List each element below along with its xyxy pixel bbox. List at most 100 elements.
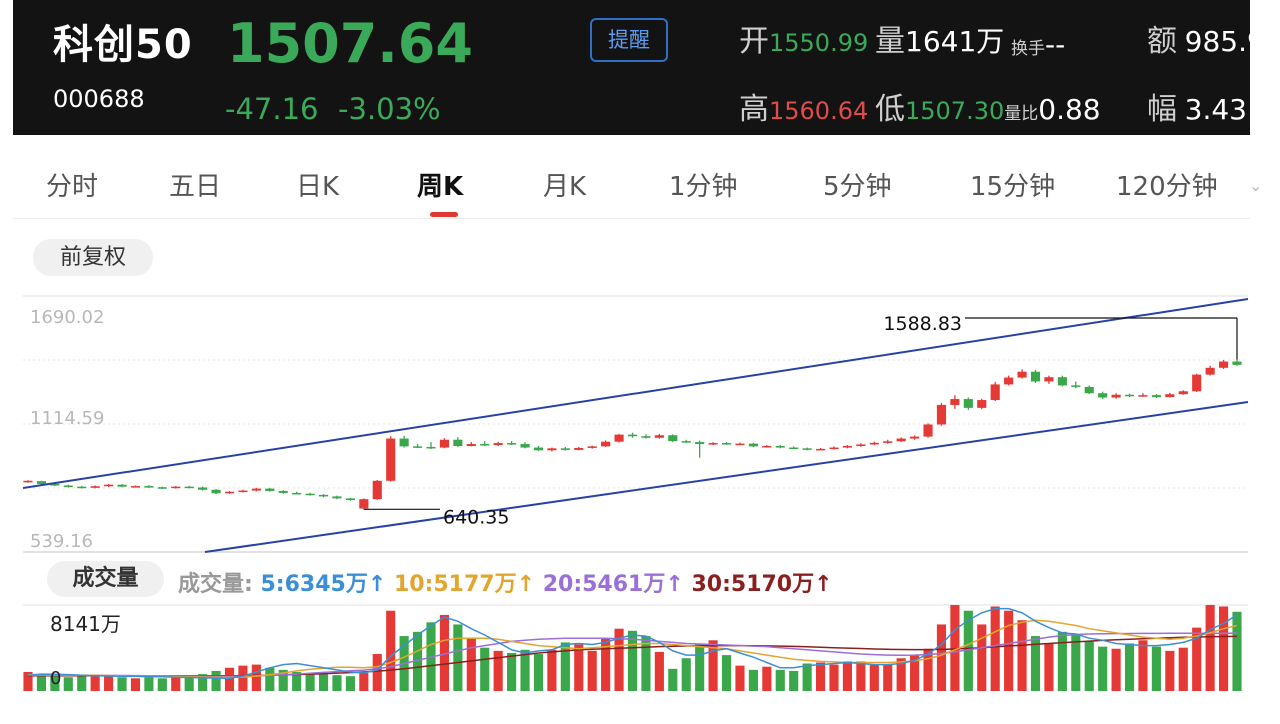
volume-bar — [36, 674, 47, 691]
volume-bar — [775, 669, 785, 691]
candle-body — [587, 446, 597, 448]
volume-bar — [963, 610, 973, 691]
volume-bar — [157, 678, 167, 691]
volume-bar — [50, 676, 60, 691]
price-change-pct: -3.03% — [338, 92, 441, 126]
volume-bar — [1071, 633, 1081, 691]
candle-body — [896, 438, 906, 442]
volume-bar — [265, 667, 275, 691]
low-label: 低 — [875, 92, 905, 127]
candle-body — [211, 489, 221, 494]
volume-bar — [130, 678, 141, 691]
volume-bar — [681, 658, 691, 691]
volume-bar — [1111, 648, 1121, 691]
tab-daily-k[interactable]: 日K — [296, 172, 340, 202]
ma5-arrow-icon: ↑ — [367, 572, 387, 597]
volume-bar — [184, 676, 194, 691]
tab-five-day[interactable]: 五日 — [169, 172, 222, 202]
volume-ma5-line — [27, 607, 1238, 679]
price-axis-label: 539.16 — [30, 531, 93, 552]
volume-zero-label: 0 — [50, 668, 61, 689]
candle-body — [533, 447, 544, 451]
volume-ma20-line — [28, 632, 1237, 677]
open-value: 1550.99 — [769, 29, 869, 57]
volume-legend-label: 成交量: — [178, 572, 253, 597]
tab-weekly-k[interactable]: 周K — [417, 172, 464, 202]
volume-bar — [547, 649, 557, 691]
candle-body — [130, 486, 141, 488]
volume-legend: 成交量: 5:6345万↑ 10:5177万↑ 20:5461万↑ 30:517… — [178, 566, 833, 598]
volume-bar — [869, 664, 879, 691]
period-tabs: 分时 五日 日K 周K 月K 1分钟 5分钟 15分钟 120分钟 ⌄ — [13, 136, 1262, 219]
volume-bar — [1232, 611, 1242, 691]
candle-body — [1111, 394, 1121, 398]
volume-bar — [910, 655, 920, 691]
volume-bar — [1017, 620, 1027, 691]
tab-15min[interactable]: 15分钟 — [970, 172, 1056, 202]
adjust-mode-button[interactable]: 前复权 — [33, 239, 153, 276]
candle-body — [238, 490, 248, 493]
ma30-value: 30:5170万 — [691, 572, 815, 597]
turnover-value: -- — [1045, 28, 1066, 61]
volume-bar — [936, 624, 947, 691]
candle-body — [936, 404, 947, 425]
vol-ratio-label: 量比 — [1004, 104, 1039, 124]
volume-bar — [1178, 647, 1188, 691]
candle-body — [157, 487, 167, 489]
tab-intraday[interactable]: 分时 — [46, 172, 99, 202]
price-change: -47.16 — [225, 92, 319, 126]
candle-body — [1044, 377, 1054, 382]
volume-bar — [439, 614, 450, 691]
low-value: 1507.30 — [905, 97, 1005, 125]
candle-body — [453, 439, 463, 446]
candle-body — [198, 487, 208, 490]
candle-body — [883, 441, 893, 443]
ma20-arrow-icon: ↑ — [665, 572, 684, 597]
candle-body — [251, 488, 261, 491]
candle-body — [963, 399, 973, 408]
stat-low: 低1507.30量比0.88 — [875, 84, 1101, 128]
candle-body — [359, 499, 369, 509]
stat-volume: 量1641万 — [875, 16, 1004, 60]
candle-body — [668, 435, 678, 442]
volume-bar — [1030, 636, 1041, 691]
tab-1min[interactable]: 1分钟 — [669, 172, 738, 202]
candle-body — [520, 444, 530, 448]
tab-5min[interactable]: 5分钟 — [823, 172, 892, 202]
candle-body — [507, 443, 517, 445]
candle-body — [171, 486, 181, 489]
trendline-upper — [22, 298, 1249, 489]
volume-bar — [318, 674, 329, 691]
candle-body — [318, 494, 329, 497]
volume-bar — [614, 628, 624, 691]
volume-bar — [950, 605, 960, 691]
volume-bar — [211, 670, 221, 691]
ma30-arrow-icon: ↑ — [814, 572, 833, 597]
volume-bar — [735, 665, 745, 691]
volume-bar — [1192, 627, 1202, 691]
candle-body — [1232, 361, 1242, 365]
index-code: 000688 — [53, 85, 145, 113]
volume-indicator-button[interactable]: 成交量 — [47, 561, 164, 597]
amplitude-label: 幅 — [1147, 92, 1177, 127]
tab-monthly-k[interactable]: 月K — [543, 172, 587, 202]
volume-bar — [493, 650, 503, 691]
candle-body — [1151, 395, 1161, 398]
candle-body — [641, 436, 651, 438]
volume-bar — [412, 631, 423, 691]
volume-bar — [627, 630, 638, 691]
high-value: 1560.64 — [769, 97, 869, 125]
remind-button[interactable]: 提醒 — [590, 18, 668, 62]
tab-120min[interactable]: 120分钟 — [1116, 172, 1218, 202]
candle-body — [224, 491, 235, 494]
candle-body — [77, 486, 87, 489]
volume-bar — [654, 651, 664, 691]
candle-body — [560, 448, 570, 450]
stat-high: 高1560.64 — [739, 84, 868, 128]
volume-bar — [923, 648, 933, 691]
chevron-down-icon[interactable]: ⌄ — [1249, 176, 1263, 195]
candle-body — [748, 443, 758, 447]
candle-body — [654, 435, 664, 438]
index-name: 科创50 — [53, 22, 193, 68]
